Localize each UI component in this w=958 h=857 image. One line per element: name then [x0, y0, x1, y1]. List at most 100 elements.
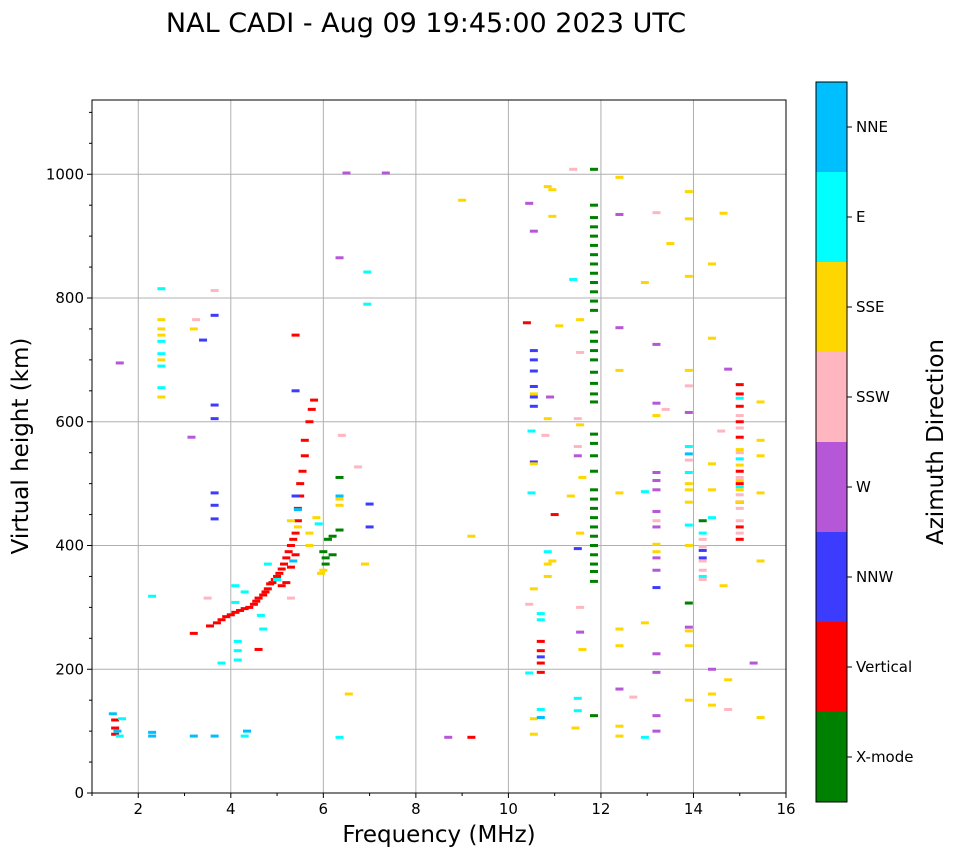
- colorbar-title: Azimuth Direction: [923, 339, 949, 545]
- data-point: [543, 185, 552, 189]
- data-point: [108, 712, 117, 716]
- data-point: [363, 302, 372, 306]
- data-point: [335, 735, 344, 739]
- data-point: [233, 639, 242, 643]
- data-point: [187, 435, 196, 439]
- data-point: [735, 435, 744, 439]
- data-point: [719, 584, 728, 588]
- x-tick-label: 8: [411, 800, 421, 818]
- data-point: [640, 490, 649, 494]
- data-point: [589, 497, 598, 501]
- data-point: [240, 607, 249, 611]
- data-point: [735, 396, 744, 400]
- data-point: [652, 211, 661, 215]
- data-point: [573, 417, 582, 421]
- data-point: [756, 491, 765, 495]
- data-point: [300, 438, 309, 442]
- data-point: [548, 188, 557, 192]
- data-point: [756, 438, 765, 442]
- data-point: [652, 542, 661, 546]
- data-point: [707, 462, 716, 466]
- data-point: [615, 644, 624, 648]
- data-point: [226, 613, 235, 617]
- data-point: [335, 497, 344, 501]
- data-point: [291, 553, 300, 557]
- data-point: [321, 562, 330, 566]
- data-point: [317, 571, 326, 575]
- data-point: [735, 531, 744, 535]
- colorbar-segment: [816, 82, 847, 172]
- data-point: [210, 503, 219, 507]
- data-point: [735, 426, 744, 430]
- data-point: [615, 326, 624, 330]
- data-point: [529, 229, 538, 233]
- data-point: [573, 547, 582, 551]
- data-point: [698, 545, 707, 549]
- data-point: [589, 516, 598, 520]
- data-point: [735, 392, 744, 396]
- data-point: [263, 562, 272, 566]
- data-point: [157, 395, 166, 399]
- data-point: [300, 454, 309, 458]
- data-point: [148, 594, 157, 598]
- data-point: [589, 392, 598, 396]
- data-point: [566, 494, 575, 498]
- data-point: [236, 608, 245, 612]
- data-point: [640, 281, 649, 285]
- data-point: [319, 568, 328, 572]
- colorbar: X-mode Vertical NNW W SSW SSE E NNE: [815, 81, 913, 803]
- data-point: [527, 429, 536, 433]
- data-point: [735, 519, 744, 523]
- data-point: [157, 386, 166, 390]
- data-point: [289, 559, 298, 563]
- data-point: [286, 596, 295, 600]
- data-point: [275, 571, 284, 575]
- data-point: [569, 167, 578, 171]
- colorbar-label: E: [856, 208, 865, 226]
- data-point: [273, 574, 282, 578]
- x-tick-label: 16: [776, 800, 795, 818]
- data-point: [684, 410, 693, 414]
- data-point: [735, 404, 744, 408]
- y-tick-label: 800: [55, 289, 84, 307]
- data-point: [576, 605, 585, 609]
- data-point: [328, 553, 337, 557]
- data-point: [467, 534, 476, 538]
- data-point: [444, 735, 453, 739]
- data-point: [684, 544, 693, 547]
- data-point: [756, 559, 765, 563]
- y-tick-label: 0: [74, 784, 84, 802]
- data-point: [210, 734, 219, 738]
- data-point: [293, 508, 302, 512]
- data-point: [529, 395, 538, 399]
- data-point: [254, 596, 263, 600]
- data-point: [210, 289, 219, 293]
- x-tick-label: 12: [591, 800, 610, 818]
- data-point: [735, 488, 744, 492]
- data-point: [296, 482, 305, 486]
- data-point: [698, 556, 707, 560]
- data-point: [210, 403, 219, 407]
- data-points: [108, 167, 765, 739]
- data-point: [157, 327, 166, 331]
- x-tick-label: 4: [226, 800, 236, 818]
- data-point: [589, 330, 598, 334]
- data-point: [312, 516, 321, 520]
- colorbar-label: SSE: [856, 298, 885, 316]
- x-tick-label: 6: [319, 800, 329, 818]
- data-point: [589, 349, 598, 353]
- data-point: [652, 556, 661, 560]
- data-point: [589, 216, 598, 220]
- data-point: [573, 709, 582, 713]
- data-point: [541, 433, 550, 437]
- data-point: [735, 420, 744, 424]
- data-point: [589, 339, 598, 343]
- data-point: [615, 724, 624, 728]
- data-point: [458, 198, 467, 202]
- data-point: [529, 349, 538, 353]
- data-point: [365, 525, 374, 529]
- data-point: [661, 407, 670, 411]
- data-point: [698, 574, 707, 578]
- data-point: [305, 420, 314, 424]
- data-point: [277, 567, 286, 571]
